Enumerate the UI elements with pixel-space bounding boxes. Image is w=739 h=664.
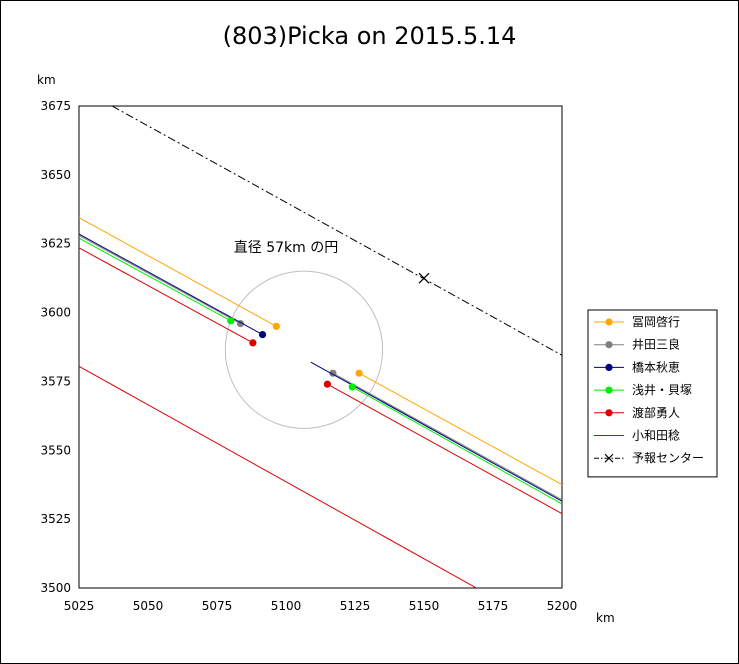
legend-label: 予報センター [632, 451, 704, 465]
x-axis-unit: km [596, 611, 615, 625]
plot-area [78, 105, 563, 589]
y-tick-label: 3525 [40, 512, 71, 526]
y-axis-unit: km [37, 73, 56, 87]
series-point [348, 383, 356, 391]
series-point [355, 369, 363, 377]
x-tick-label: 5200 [547, 599, 578, 613]
series-line [79, 365, 477, 588]
series-line [327, 383, 562, 515]
series-point [227, 317, 235, 325]
x-tick-label: 5150 [409, 599, 440, 613]
legend-label: 井田三良 [632, 337, 680, 352]
x-tick-label: 5050 [133, 599, 164, 613]
legend-marker [605, 386, 613, 394]
forecast-x-marker [418, 272, 430, 284]
x-tick-label: 5025 [64, 599, 95, 613]
series-line [79, 247, 254, 344]
x-tick-label: 5125 [340, 599, 371, 613]
x-axis: 5025 5050 5075 5100 5125 5150 5175 5200 [64, 599, 578, 613]
legend-marker [605, 363, 613, 371]
y-tick-label: 3625 [40, 237, 71, 251]
y-tick-label: 3600 [40, 306, 71, 320]
series-point [323, 380, 331, 388]
chart-title: (803)Picka on 2015.5.14 [222, 22, 517, 50]
legend-label: 浅井・貝塚 [632, 383, 692, 397]
annotation-layer: 直径 57km の円 [224, 239, 384, 429]
diameter-circle [224, 270, 384, 429]
legend-marker [605, 341, 613, 349]
legend-marker [605, 318, 613, 326]
series-point [249, 339, 257, 347]
y-tick-label: 3500 [40, 581, 71, 595]
y-tick-label: 3575 [40, 374, 71, 388]
series-line [79, 217, 277, 327]
series-line [79, 237, 232, 322]
y-tick-label: 3650 [40, 168, 71, 182]
legend-marker [604, 453, 614, 463]
legend-label: 橋本秋恵 [632, 360, 680, 374]
series-point [272, 322, 280, 330]
series-point [258, 331, 267, 339]
legend-marker [605, 409, 613, 417]
x-tick-label: 5075 [202, 599, 233, 613]
x-tick-label: 5175 [478, 599, 509, 613]
legend-label: 渡部勇人 [632, 405, 680, 420]
series-line [351, 386, 562, 505]
circle-annotation-label: 直径 57km の円 [234, 239, 338, 256]
series-line [332, 372, 562, 501]
y-tick-label: 3550 [40, 443, 71, 457]
series-line [79, 235, 241, 325]
series-layer [79, 106, 562, 588]
y-tick-label: 3675 [40, 99, 71, 113]
series-line [358, 372, 562, 486]
legend-label: 冨岡啓行 [632, 314, 680, 329]
legend-label: 小和田稔 [632, 429, 680, 443]
series-line [111, 106, 562, 356]
x-tick-label: 5100 [271, 599, 302, 613]
y-axis: 3500 3525 3550 3575 3600 3625 3650 3675 [40, 99, 71, 595]
